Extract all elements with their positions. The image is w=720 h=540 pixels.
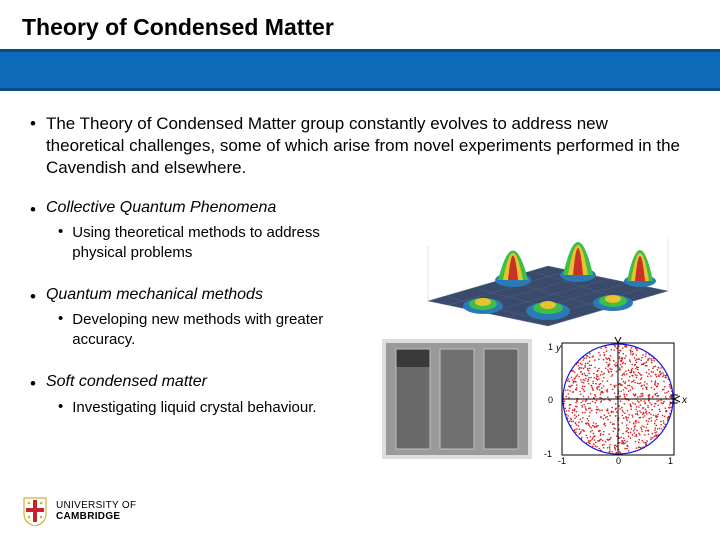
- peak: [624, 250, 656, 287]
- bullet-icon: •: [58, 223, 63, 262]
- university-logo: UNIVERSITY OF CAMBRIDGE: [22, 496, 136, 526]
- title-area: Theory of Condensed Matter: [0, 0, 720, 49]
- topic-subtext: Investigating liquid crystal behaviour.: [72, 398, 316, 418]
- peak: [495, 251, 531, 288]
- peak: [463, 298, 503, 314]
- crest-icon: [22, 496, 48, 526]
- bullet-icon: •: [58, 310, 63, 349]
- svg-text:1: 1: [668, 456, 673, 465]
- svg-text:-1: -1: [544, 449, 552, 459]
- logo-line1: UNIVERSITY OF: [56, 500, 136, 511]
- topic-subtext: Using theoretical methods to address phy…: [72, 223, 372, 262]
- content-area: • The Theory of Condensed Matter group c…: [0, 91, 720, 451]
- topic-subtext: Developing new methods with greater accu…: [72, 310, 372, 349]
- page-title: Theory of Condensed Matter: [22, 14, 698, 41]
- svg-text:y: y: [555, 343, 562, 354]
- topic-item: • Quantum mechanical methods • Developin…: [30, 286, 372, 349]
- two-column-layout: • Collective Quantum Phenomena • Using t…: [30, 199, 690, 441]
- peak: [593, 295, 633, 311]
- intro-text: The Theory of Condensed Matter group con…: [46, 113, 690, 179]
- bullet-icon: •: [30, 113, 36, 179]
- svg-text:0: 0: [548, 395, 553, 405]
- peak: [560, 242, 596, 282]
- topics-column: • Collective Quantum Phenomena • Using t…: [30, 199, 372, 441]
- microscopy-figure: [382, 339, 532, 459]
- bullet-icon: •: [30, 373, 36, 395]
- svg-text:1: 1: [548, 342, 553, 352]
- bullet-icon: •: [30, 199, 36, 221]
- svg-text:x: x: [681, 395, 688, 406]
- figures-column: y x 1 0 -1 -1 0 1: [372, 199, 690, 441]
- logo-text: UNIVERSITY OF CAMBRIDGE: [56, 500, 136, 522]
- intro-bullet: • The Theory of Condensed Matter group c…: [30, 113, 690, 179]
- bullet-icon: •: [30, 286, 36, 308]
- topic-title: Quantum mechanical methods: [46, 286, 263, 304]
- svg-text:-1: -1: [558, 456, 566, 465]
- svg-text:0: 0: [616, 456, 621, 465]
- topic-item: • Collective Quantum Phenomena • Using t…: [30, 199, 372, 262]
- scatter-circle-figure: y x 1 0 -1 -1 0 1: [540, 337, 690, 465]
- topic-title: Collective Quantum Phenomena: [46, 199, 276, 217]
- logo-line2: CAMBRIDGE: [56, 511, 136, 522]
- bullet-icon: •: [58, 398, 63, 418]
- surface-plot-figure: [418, 191, 678, 331]
- topic-item: • Soft condensed matter • Investigating …: [30, 373, 372, 417]
- header-blue-bar: [0, 49, 720, 91]
- topic-title: Soft condensed matter: [46, 373, 207, 391]
